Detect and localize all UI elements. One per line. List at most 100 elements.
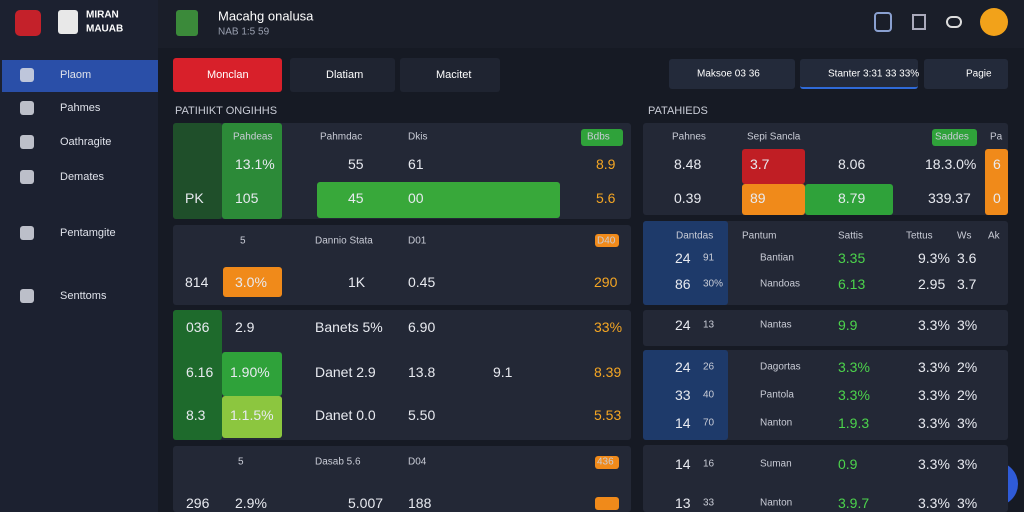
cell: 0.45 xyxy=(408,274,436,290)
cell: 24 xyxy=(675,250,691,266)
nav-item[interactable]: Pahmes xyxy=(60,102,101,114)
cell: 105 xyxy=(235,190,259,206)
avatar[interactable] xyxy=(980,8,1008,36)
tab-label[interactable]: Dlatiam xyxy=(326,69,364,81)
stat-box xyxy=(669,59,795,89)
cell: 24 xyxy=(675,317,691,333)
cell: Pa xyxy=(990,131,1003,143)
cell-orange xyxy=(742,184,805,215)
cell: 8.3 xyxy=(186,407,206,423)
cell: 61 xyxy=(408,156,424,172)
tab xyxy=(400,58,500,92)
cell-green xyxy=(222,123,282,219)
cell: 2% xyxy=(957,387,978,403)
tab-label[interactable]: Macitet xyxy=(436,69,472,81)
cell: 2.9% xyxy=(235,495,267,511)
icon[interactable] xyxy=(912,14,926,30)
cell: 9.9 xyxy=(838,317,858,333)
nav-item[interactable]: Plaom xyxy=(60,69,92,81)
cell: 814 xyxy=(185,274,209,290)
nav-item[interactable]: Senttoms xyxy=(60,290,107,302)
cell: 13.8 xyxy=(408,364,436,380)
nav-icon xyxy=(20,226,34,240)
cell: 3.3% xyxy=(918,387,950,403)
nav-item[interactable]: Oathragite xyxy=(60,136,112,148)
cell: 3% xyxy=(957,456,978,472)
icon[interactable] xyxy=(874,12,892,32)
cell: 3.3% xyxy=(918,456,950,472)
cell: 00 xyxy=(408,190,424,206)
cell: 5.6 xyxy=(596,190,616,206)
header xyxy=(158,0,1024,48)
stat-label[interactable]: Maksoe 03 36 xyxy=(697,68,760,80)
cell: 6.16 xyxy=(186,364,214,380)
nav-icon xyxy=(20,170,34,184)
page-title: Macahg onalusa xyxy=(218,8,314,24)
cell: 91 xyxy=(703,252,715,264)
cell: 3.3% xyxy=(838,387,870,403)
cell: Ws xyxy=(957,230,972,242)
badge-orange xyxy=(595,234,619,247)
stat-box xyxy=(800,59,918,89)
cell: 13 xyxy=(675,495,691,511)
cell-blue xyxy=(643,221,728,305)
cell: 55 xyxy=(348,156,364,172)
stat-box xyxy=(924,59,1008,89)
stat-label[interactable]: Stanter 3:31 33 33% xyxy=(828,68,920,80)
cell: Saddes xyxy=(935,131,969,143)
nav-icon xyxy=(20,289,34,303)
nav-item[interactable]: Pentamgite xyxy=(60,227,116,239)
logo xyxy=(15,10,41,36)
cell: 33% xyxy=(594,319,623,335)
cell: Danet 0.0 xyxy=(315,407,376,423)
section-heading: PATAHIEDS xyxy=(648,105,708,117)
cell: 1K xyxy=(348,274,366,290)
cell: 188 xyxy=(408,495,432,511)
nav-item[interactable]: Demates xyxy=(60,171,105,183)
cell: 436 xyxy=(597,456,614,468)
cell: 13.1% xyxy=(235,156,275,172)
icon[interactable] xyxy=(946,16,962,28)
cell: 5 xyxy=(238,456,244,468)
cell: 14 xyxy=(675,456,691,472)
nav-icon xyxy=(20,135,34,149)
tab-label[interactable]: Monclan xyxy=(207,69,249,81)
cell: Dkis xyxy=(408,131,428,143)
cell: 8.39 xyxy=(594,364,622,380)
cell: 5.50 xyxy=(408,407,436,423)
cell: Danet 2.9 xyxy=(315,364,376,380)
cell: Nanton xyxy=(760,417,793,429)
cell: Ak xyxy=(988,230,1000,242)
cell: 3.3% xyxy=(918,317,950,333)
stat-label[interactable]: Pagie xyxy=(966,68,992,80)
badge-green xyxy=(932,129,977,146)
cell: Suman xyxy=(760,458,792,470)
cell: 30% xyxy=(703,278,724,290)
cell: Sepi Sancla xyxy=(747,131,801,143)
brand-text: MIRAN xyxy=(86,9,119,21)
cell: Bantian xyxy=(760,252,794,264)
cell: 1.1.5% xyxy=(230,407,274,423)
cell: Pahmdac xyxy=(320,131,363,143)
cell: PK xyxy=(185,190,204,206)
nav-icon xyxy=(20,68,34,82)
cell: 3.3% xyxy=(918,359,950,375)
cell: 5 xyxy=(240,235,246,247)
cell: 14 xyxy=(675,415,691,431)
cell: 9.1 xyxy=(493,364,513,380)
cell: 40 xyxy=(703,389,715,401)
cell: 8.06 xyxy=(838,156,866,172)
cell: Nanton xyxy=(760,497,793,509)
brand-icon xyxy=(58,10,78,34)
header-icon xyxy=(176,10,198,36)
cell: Bdbs xyxy=(587,131,610,143)
cell: 24 xyxy=(675,359,691,375)
cell-red xyxy=(742,149,805,184)
cell: 1.90% xyxy=(230,364,270,380)
cell: Banets 5% xyxy=(315,319,383,335)
cell: 296 xyxy=(186,495,210,511)
cell: 339.37 xyxy=(928,190,971,206)
cell: 6 xyxy=(993,156,1001,172)
cell: D01 xyxy=(408,235,427,247)
cell: 86 xyxy=(675,276,691,292)
